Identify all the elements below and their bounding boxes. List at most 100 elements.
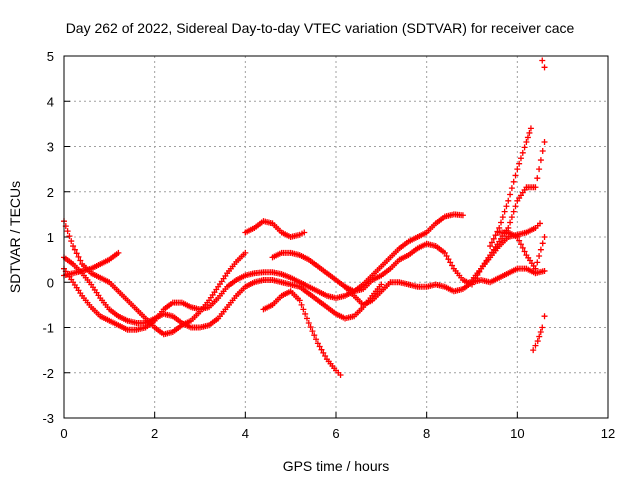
data-point	[514, 234, 521, 240]
x-tick-label: 4	[242, 426, 249, 441]
x-tick-label: 0	[60, 426, 67, 441]
data-point	[537, 246, 544, 253]
data-point	[537, 220, 543, 227]
data-point	[70, 243, 77, 250]
data-point	[303, 315, 310, 322]
data-point	[526, 129, 533, 136]
data-point	[514, 166, 521, 173]
data-point	[541, 267, 548, 274]
data-point	[539, 240, 546, 247]
data-point	[536, 253, 543, 260]
data-point	[510, 178, 517, 185]
data-point	[503, 203, 510, 210]
series-sat-m	[539, 57, 548, 71]
series-sat-g	[260, 288, 344, 379]
data-point	[516, 160, 523, 167]
data-point	[536, 166, 543, 173]
data-point	[77, 257, 84, 264]
data-point	[305, 319, 312, 326]
data-point	[302, 310, 309, 317]
data-point	[459, 212, 466, 219]
data-point	[519, 149, 526, 156]
data-point	[541, 138, 548, 145]
data-point	[539, 324, 546, 331]
series-sat-c	[61, 211, 466, 333]
data-point	[296, 297, 303, 304]
data-point	[115, 249, 122, 256]
series-sat-f	[269, 220, 543, 295]
data-point	[443, 253, 450, 260]
data-point	[307, 324, 314, 331]
data-point	[313, 336, 320, 343]
data-point	[449, 262, 456, 269]
data-point	[66, 233, 73, 240]
data-point	[311, 332, 318, 339]
series-sat-l	[530, 313, 548, 354]
data-point	[378, 281, 385, 288]
data-point	[517, 155, 524, 162]
y-tick-label: -1	[42, 321, 54, 336]
data-marks	[61, 57, 548, 379]
data-point	[534, 259, 541, 266]
y-tick-label: 3	[47, 140, 54, 155]
data-point	[537, 157, 544, 164]
data-point	[537, 329, 544, 336]
data-point	[320, 349, 327, 356]
plot-frame	[63, 55, 609, 419]
data-point	[541, 313, 548, 320]
data-point	[318, 346, 325, 353]
data-point	[322, 353, 329, 360]
y-axis-label: SDTVAR / TECUs	[7, 181, 23, 293]
data-point	[523, 138, 530, 145]
data-point	[524, 134, 531, 141]
y-tick-label: 2	[47, 185, 54, 200]
data-point	[517, 241, 524, 248]
data-point	[490, 235, 497, 242]
data-point	[492, 232, 499, 239]
data-point	[441, 249, 448, 256]
x-tick-label: 2	[151, 426, 158, 441]
data-point	[536, 333, 543, 340]
data-point	[534, 175, 541, 182]
data-point	[301, 229, 308, 236]
data-point	[501, 208, 508, 215]
data-point	[68, 238, 75, 245]
data-point	[508, 214, 515, 221]
data-point	[73, 250, 80, 257]
data-point	[521, 144, 528, 151]
data-point	[75, 253, 82, 260]
data-point	[487, 243, 494, 250]
y-tick-label: -3	[42, 411, 54, 426]
data-point	[309, 328, 316, 335]
data-point	[64, 228, 71, 235]
y-tick-label: 0	[47, 275, 54, 290]
data-point	[541, 64, 548, 71]
y-tick-label: 5	[47, 49, 54, 64]
chart-title: Day 262 of 2022, Sidereal Day-to-day VTE…	[66, 20, 575, 36]
data-point	[532, 184, 539, 191]
data-point	[521, 248, 528, 255]
series-sat-h	[342, 265, 548, 308]
data-point	[242, 249, 249, 256]
series-sat-k	[496, 229, 548, 272]
data-point	[298, 301, 305, 308]
data-point	[498, 219, 505, 226]
y-tick-label: 4	[47, 94, 54, 109]
series-sat-e	[242, 218, 308, 240]
data-point	[447, 259, 454, 266]
y-tick-label: -2	[42, 366, 54, 381]
data-point	[314, 340, 321, 347]
data-point	[499, 214, 506, 221]
data-point	[534, 338, 541, 345]
x-tick-label: 10	[510, 426, 524, 441]
data-point	[532, 265, 539, 272]
data-point	[510, 208, 517, 215]
x-tick-label: 12	[601, 426, 615, 441]
x-tick-label: 6	[332, 426, 339, 441]
data-point	[512, 203, 519, 210]
data-point	[532, 342, 539, 349]
series-sat-i	[469, 138, 548, 283]
